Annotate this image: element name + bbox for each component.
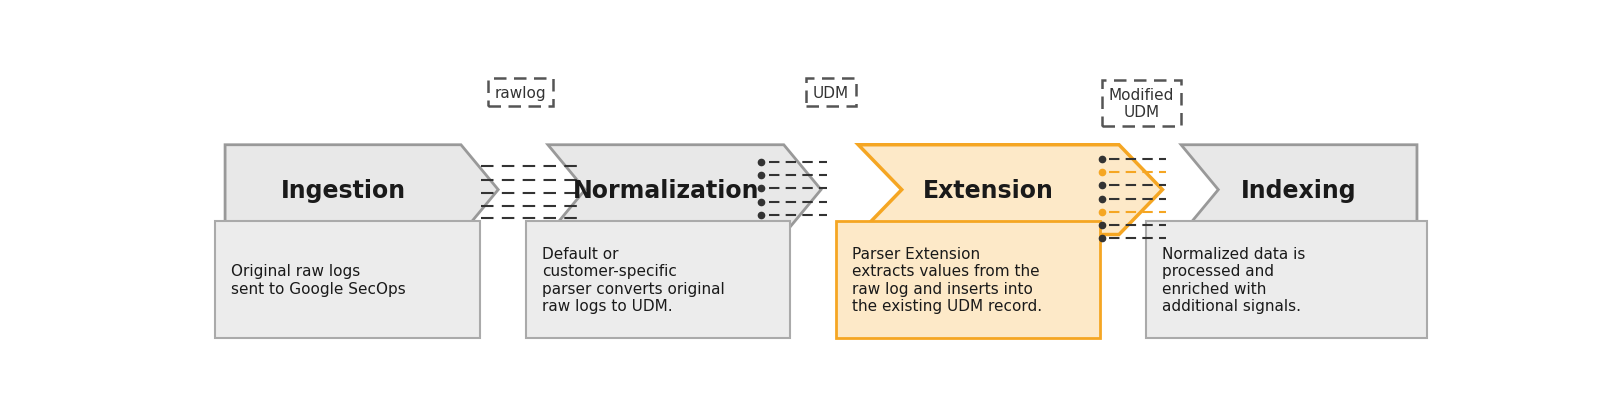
Text: Original raw logs
sent to Google SecOps: Original raw logs sent to Google SecOps (231, 263, 405, 296)
FancyBboxPatch shape (836, 221, 1101, 338)
Polygon shape (548, 146, 820, 235)
Polygon shape (1181, 146, 1416, 235)
Polygon shape (859, 146, 1163, 235)
Text: Ingestion: Ingestion (280, 178, 405, 202)
Polygon shape (224, 146, 498, 235)
Text: Normalization: Normalization (572, 178, 759, 202)
Text: Normalized data is
processed and
enriched with
additional signals.: Normalized data is processed and enriche… (1163, 246, 1306, 313)
Text: rawlog: rawlog (495, 85, 546, 100)
Text: UDM: UDM (812, 85, 849, 100)
FancyBboxPatch shape (215, 221, 479, 338)
FancyBboxPatch shape (525, 221, 790, 338)
Text: Modified
UDM: Modified UDM (1109, 87, 1174, 120)
Text: Indexing: Indexing (1242, 178, 1357, 202)
Text: Default or
customer-specific
parser converts original
raw logs to UDM.: Default or customer-specific parser conv… (541, 246, 724, 313)
FancyBboxPatch shape (1147, 221, 1427, 338)
Text: Extension: Extension (923, 178, 1054, 202)
Text: Parser Extension
extracts values from the
raw log and inserts into
the existing : Parser Extension extracts values from th… (852, 246, 1043, 313)
